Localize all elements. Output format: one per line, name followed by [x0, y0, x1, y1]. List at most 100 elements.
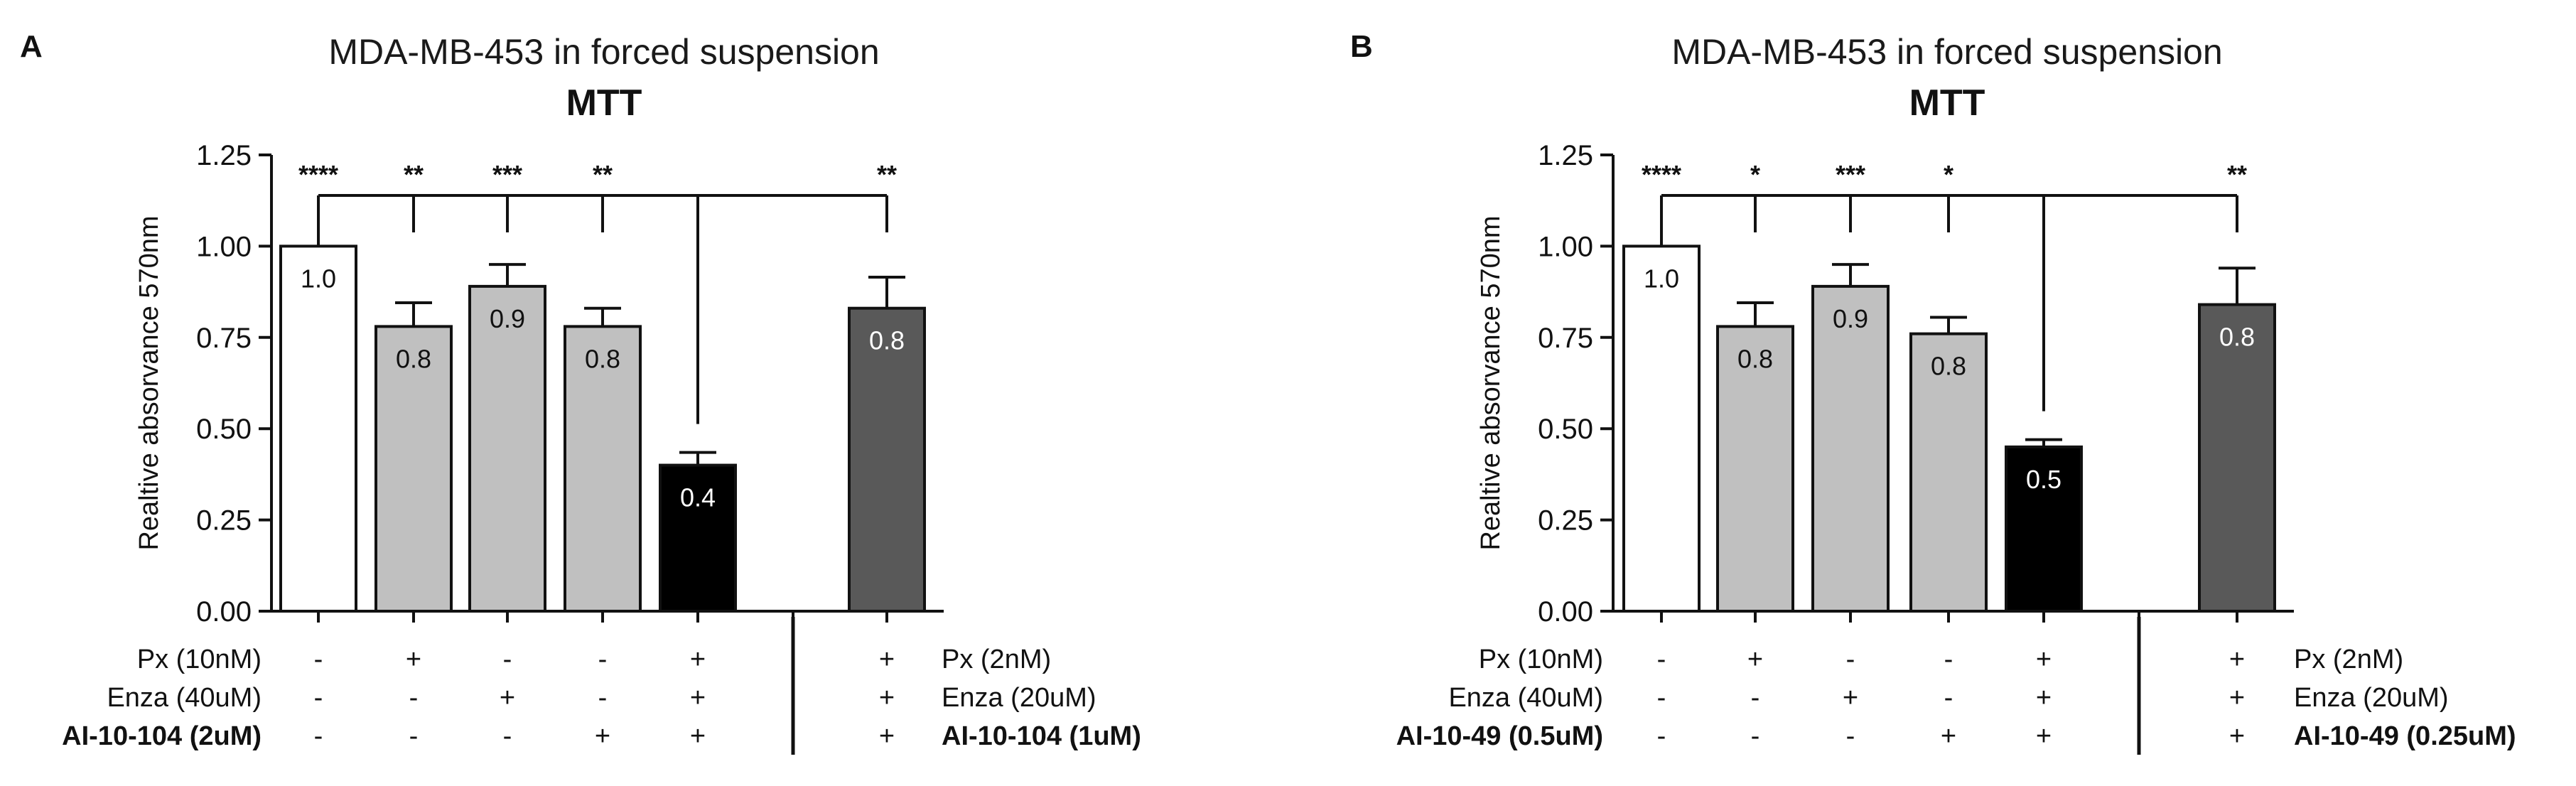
- chart-title: MDA-MB-453 in forced suspension: [1671, 32, 2222, 72]
- significance-marker: *: [1750, 160, 1760, 189]
- treatment-symbol: -: [1751, 721, 1760, 751]
- chart-title: MDA-MB-453 in forced suspension: [328, 32, 879, 72]
- treatment-symbol: -: [1944, 645, 1953, 674]
- treatment-symbol: +: [879, 645, 895, 674]
- bar-value-label: 0.8: [2219, 323, 2255, 352]
- treatment-symbol: +: [1747, 645, 1763, 674]
- significance-marker: ***: [1836, 160, 1865, 189]
- chart-panel-b: B MDA-MB-453 in forced suspension MTT 0.00 0…: [1350, 29, 2516, 755]
- treatment-label-right: Px (2nM): [942, 645, 1051, 674]
- bar: [564, 325, 642, 613]
- bar: [374, 325, 453, 613]
- treatment-symbol: +: [690, 683, 706, 713]
- treatment-symbol: -: [314, 721, 323, 751]
- bar-value-label: 0.9: [490, 304, 525, 333]
- treatment-symbol: -: [1944, 683, 1953, 713]
- y-tick-label: 0.25: [196, 505, 252, 537]
- bar-value-label: 0.8: [869, 326, 905, 355]
- treatment-label-left: AI-10-49 (0.5uM): [1396, 721, 1603, 751]
- bar-value-label: 0.8: [585, 344, 620, 373]
- significance-marker: *: [1944, 160, 1953, 189]
- panel-letter: A: [20, 29, 43, 64]
- chart-subtitle: MTT: [1909, 82, 1985, 124]
- treatment-symbol: +: [500, 683, 515, 713]
- bar-value-label: 0.9: [1833, 304, 1868, 333]
- y-tick-label: 1.25: [196, 140, 252, 171]
- treatment-label-right: Enza (20uM): [942, 683, 1096, 713]
- treatment-label-left: Px (10nM): [1479, 645, 1603, 674]
- y-axis-label: Realtive absorvance 570nm: [1476, 215, 1506, 550]
- bar: [2005, 445, 2083, 613]
- treatment-symbol: +: [2036, 683, 2052, 713]
- treatment-symbol: -: [1846, 721, 1855, 751]
- y-tick-label: 0.50: [1538, 414, 1593, 445]
- significance-marker: **: [877, 160, 897, 189]
- treatment-symbol: -: [1657, 721, 1666, 751]
- bar-value-label: 1.0: [1644, 264, 1679, 293]
- significance-marker: ***: [492, 160, 522, 189]
- treatment-symbol: +: [879, 683, 895, 713]
- bar: [2198, 303, 2276, 613]
- treatment-symbol: +: [2229, 645, 2245, 674]
- treatment-symbol: -: [1657, 683, 1666, 713]
- bar-value-label: 0.4: [680, 483, 716, 512]
- treatment-symbol: -: [1657, 645, 1666, 674]
- y-tick-label: 0.75: [1538, 323, 1593, 354]
- treatment-label-right: AI-10-104 (1uM): [942, 721, 1141, 751]
- treatment-symbol: -: [1846, 645, 1855, 674]
- treatment-symbol: -: [314, 645, 323, 674]
- treatment-label-right: Px (2nM): [2294, 645, 2403, 674]
- treatment-symbol: +: [2229, 721, 2245, 751]
- treatment-symbol: +: [2036, 645, 2052, 674]
- bar-value-label: 0.8: [396, 344, 431, 373]
- chart-subtitle: MTT: [566, 82, 642, 124]
- y-tick-label: 0.25: [1538, 505, 1593, 537]
- chart-panel-a: A MDA-MB-453 in forced suspension MTT 0.00 0…: [20, 29, 1141, 755]
- panel-letter: B: [1350, 29, 1373, 64]
- treatment-symbol: +: [690, 721, 706, 751]
- significance-marker: ****: [1642, 160, 1681, 189]
- y-tick-label: 0.50: [196, 414, 252, 445]
- treatment-symbol: -: [503, 721, 512, 751]
- bar-value-label: 0.8: [1737, 344, 1773, 373]
- y-tick-label: 0.00: [1538, 596, 1593, 628]
- bar-value-label: 0.8: [1931, 352, 1966, 381]
- treatment-symbol: -: [1751, 683, 1760, 713]
- y-axis-label: Realtive absorvance 570nm: [134, 215, 164, 550]
- treatment-symbol: -: [409, 721, 419, 751]
- y-tick-label: 1.00: [1538, 231, 1593, 262]
- bar: [279, 244, 357, 613]
- treatment-label-left: Enza (40uM): [1448, 683, 1603, 713]
- y-tick-label: 0.75: [196, 323, 252, 354]
- treatment-symbol: +: [879, 721, 895, 751]
- bar-value-label: 1.0: [301, 264, 336, 293]
- treatment-symbol: -: [598, 645, 608, 674]
- y-tick-label: 1.25: [1538, 140, 1593, 171]
- y-tick-label: 1.00: [196, 231, 252, 262]
- treatment-symbol: +: [690, 645, 706, 674]
- treatment-label-right: Enza (20uM): [2294, 683, 2449, 713]
- treatment-symbol: +: [1843, 683, 1858, 713]
- treatment-symbol: +: [595, 721, 610, 751]
- treatment-symbol: +: [1941, 721, 1956, 751]
- significance-marker: **: [593, 160, 613, 189]
- treatment-symbol: +: [2229, 683, 2245, 713]
- bar: [468, 284, 546, 613]
- bar: [1622, 244, 1701, 613]
- bar-value-label: 0.5: [2026, 465, 2062, 494]
- treatment-symbol: -: [503, 645, 512, 674]
- significance-marker: **: [404, 160, 424, 189]
- treatment-label-right: AI-10-49 (0.25uM): [2294, 721, 2516, 751]
- bar: [848, 306, 926, 613]
- treatment-label-left: AI-10-104 (2uM): [62, 721, 262, 751]
- bar: [1716, 325, 1794, 613]
- treatment-label-left: Px (10nM): [137, 645, 262, 674]
- treatment-symbol: -: [598, 683, 608, 713]
- significance-marker: **: [2227, 160, 2247, 189]
- significance-marker: ****: [298, 160, 338, 189]
- treatment-symbol: -: [409, 683, 419, 713]
- bar: [1811, 284, 1890, 613]
- treatment-label-left: Enza (40uM): [107, 683, 262, 713]
- treatment-symbol: +: [406, 645, 421, 674]
